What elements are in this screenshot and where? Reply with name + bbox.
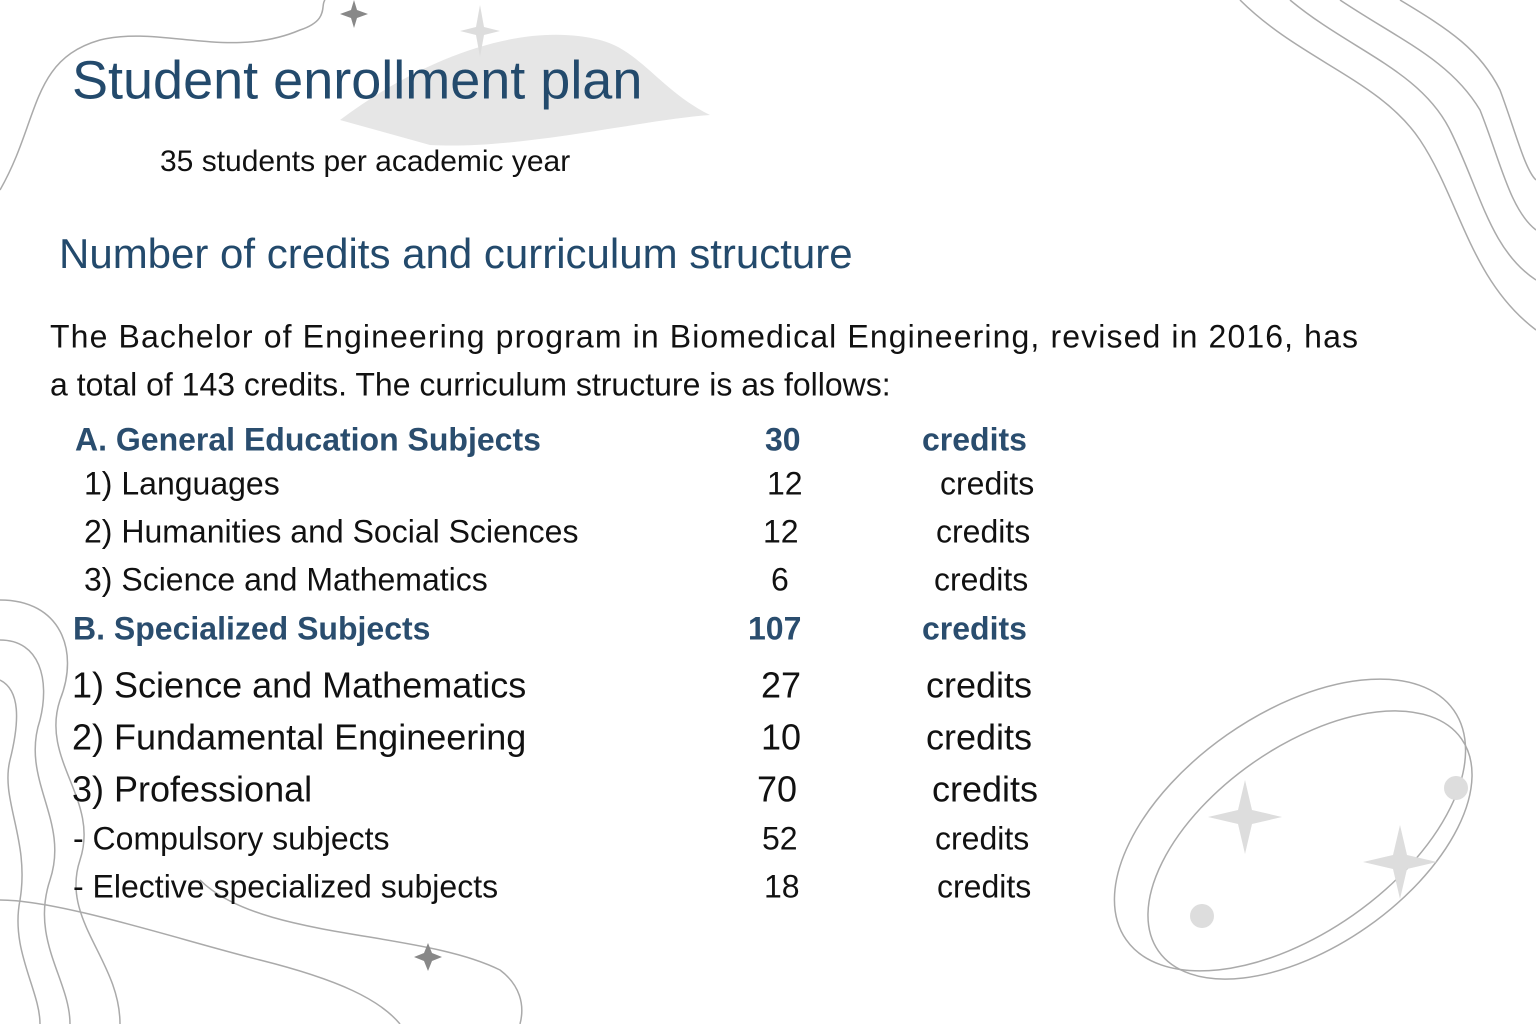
row-unit: credits: [922, 421, 1027, 457]
row-credits: 30: [765, 421, 801, 457]
row-credits: 12: [763, 513, 799, 549]
row-unit: credits: [926, 717, 1032, 758]
row-unit: credits: [932, 769, 1038, 810]
row-credits: 12: [767, 465, 803, 501]
row-label: - Compulsory subjects: [73, 820, 390, 856]
credit-table: A. General Education Subjects 30 credits 1)…: [72, 421, 1038, 904]
row-credits: 10: [761, 717, 801, 758]
row-label: - Elective specialized subjects: [73, 868, 498, 904]
row-credits: 27: [761, 665, 801, 706]
row-unit: credits: [937, 868, 1031, 904]
row-credits: 70: [757, 769, 797, 810]
row-label: 1) Science and Mathematics: [72, 665, 526, 706]
row-unit: credits: [934, 561, 1028, 597]
row-unit: credits: [940, 465, 1034, 501]
row-credits: 18: [764, 868, 800, 904]
row-label: 3) Professional: [72, 769, 312, 810]
title: Student enrollment plan: [72, 50, 642, 110]
row-credits: 107: [748, 610, 801, 646]
paragraph-line: The Bachelor of Engineering program in B…: [50, 318, 1358, 354]
row-unit: credits: [936, 513, 1030, 549]
heading: Number of credits and curriculum structu…: [59, 230, 853, 277]
row-credits: 6: [771, 561, 789, 597]
subtitle: 35 students per academic year: [160, 145, 570, 178]
row-label: B. Specialized Subjects: [73, 610, 430, 646]
row-unit: credits: [926, 665, 1032, 706]
paragraph-line: a total of 143 credits. The curriculum s…: [50, 366, 891, 402]
row-label: 2) Fundamental Engineering: [72, 717, 526, 758]
row-label: A. General Education Subjects: [75, 421, 541, 457]
row-label: 1) Languages: [84, 465, 280, 501]
row-unit: credits: [922, 610, 1027, 646]
row-label: 3) Science and Mathematics: [84, 561, 488, 597]
row-unit: credits: [935, 820, 1029, 856]
row-credits: 52: [762, 820, 798, 856]
row-label: 2) Humanities and Social Sciences: [84, 513, 578, 549]
